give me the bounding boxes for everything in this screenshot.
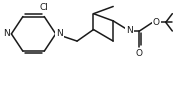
- Text: N: N: [126, 27, 133, 36]
- Text: N: N: [56, 29, 63, 38]
- Text: O: O: [153, 18, 160, 27]
- Text: N: N: [3, 29, 9, 38]
- Text: O: O: [136, 49, 143, 58]
- Text: Cl: Cl: [40, 3, 49, 12]
